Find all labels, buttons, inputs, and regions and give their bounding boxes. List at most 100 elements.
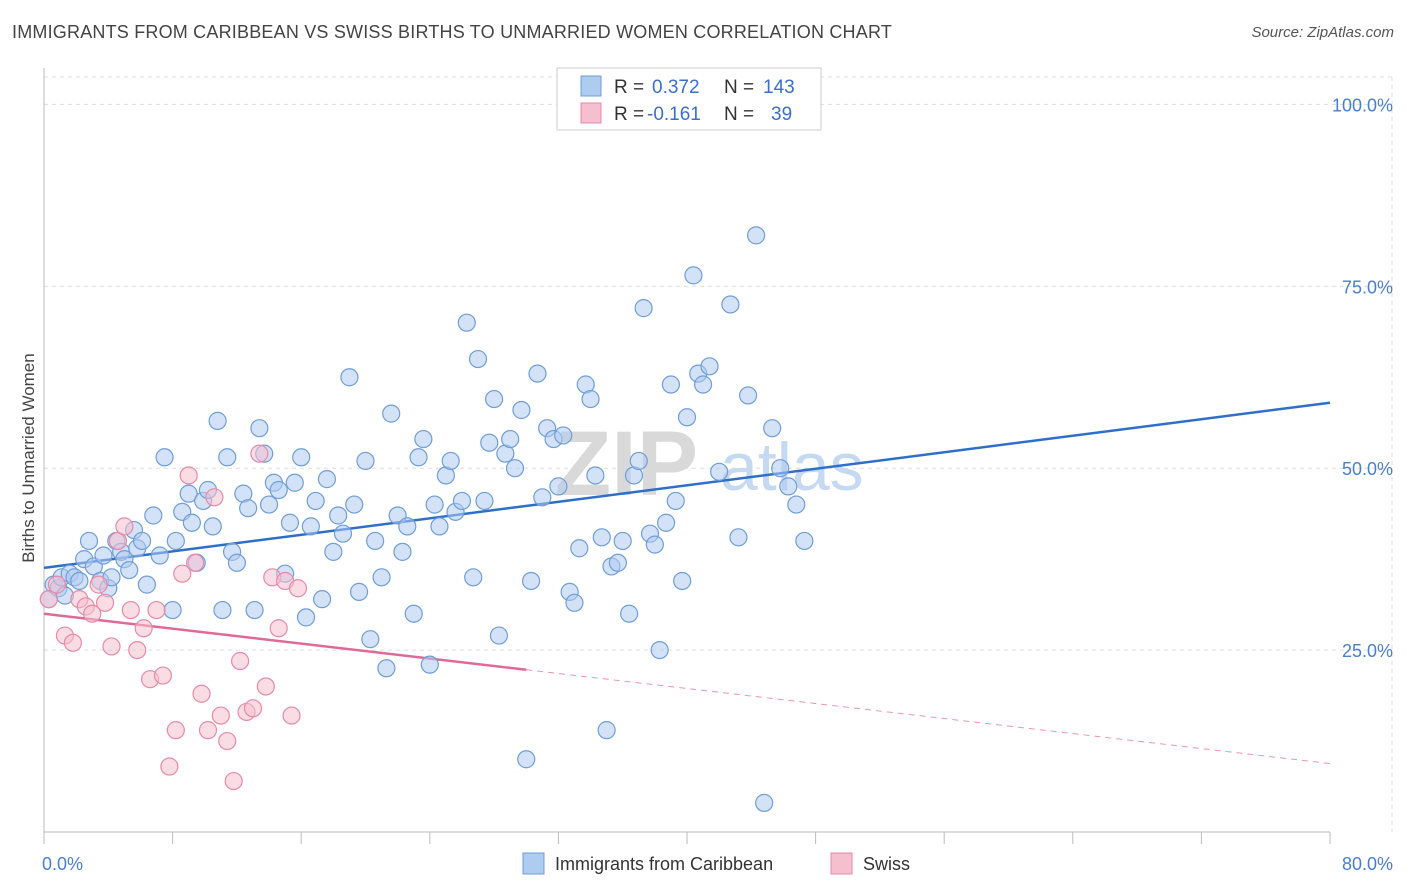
swiss-point-1 bbox=[47, 575, 66, 594]
swiss-point-29 bbox=[231, 651, 250, 671]
swiss-trend-line bbox=[43, 612, 527, 671]
caribbean-point-76 bbox=[425, 495, 444, 514]
caribbean-point-23 bbox=[144, 506, 163, 525]
gridlines bbox=[44, 76, 1393, 832]
series-label-caribbean: Immigrants from Caribbean bbox=[555, 854, 773, 874]
caribbean-point-111 bbox=[613, 531, 632, 551]
caribbean-point-119 bbox=[657, 513, 676, 532]
caribbean-point-118 bbox=[650, 640, 669, 660]
caribbean-point-52 bbox=[296, 608, 316, 627]
swiss-point-7 bbox=[89, 575, 108, 594]
swiss-point-17 bbox=[153, 666, 173, 685]
swiss-point-31 bbox=[243, 699, 263, 718]
caribbean-point-114 bbox=[629, 451, 648, 471]
legend-r-label-blue: R = bbox=[614, 77, 644, 98]
caribbean-point-124 bbox=[684, 266, 703, 285]
swiss-point-35 bbox=[269, 619, 288, 638]
caribbean-point-42 bbox=[245, 600, 264, 620]
watermark: ZIP atlas bbox=[555, 413, 864, 515]
legend-n-label-pink: N = bbox=[724, 104, 754, 125]
caribbean-point-55 bbox=[312, 590, 332, 609]
swiss-point-13 bbox=[128, 640, 147, 660]
caribbean-point-39 bbox=[227, 553, 246, 572]
caribbean-point-43 bbox=[250, 419, 269, 438]
caribbean-point-18 bbox=[120, 560, 139, 580]
legend-r-label-pink: R = bbox=[614, 104, 644, 125]
y-tick-labels: 25.0% 50.0% 75.0% 100.0% bbox=[1332, 95, 1393, 661]
caribbean-point-85 bbox=[475, 491, 494, 511]
swiss-point-33 bbox=[256, 677, 275, 696]
caribbean-point-61 bbox=[345, 495, 364, 514]
caribbean-point-57 bbox=[324, 542, 343, 561]
swiss-point-21 bbox=[179, 466, 198, 485]
caribbean-point-134 bbox=[763, 419, 782, 438]
caribbean-point-27 bbox=[166, 531, 185, 551]
y-tick-label-3: 100.0% bbox=[1332, 95, 1393, 115]
series-legend: Immigrants from Caribbean Swiss bbox=[522, 852, 910, 875]
caribbean-point-56 bbox=[317, 470, 337, 489]
chart-title: IMMIGRANTS FROM CARIBBEAN VS SWISS BIRTH… bbox=[12, 22, 893, 42]
caribbean-point-67 bbox=[377, 659, 396, 678]
caribbean-point-45 bbox=[259, 495, 279, 514]
swiss-point-26 bbox=[211, 706, 230, 725]
caribbean-point-36 bbox=[213, 600, 232, 620]
swiss-point-22 bbox=[186, 553, 205, 572]
caribbean-point-26 bbox=[163, 600, 182, 620]
swiss-point-11 bbox=[115, 517, 134, 536]
caribbean-point-126 bbox=[693, 375, 713, 394]
caribbean-point-24 bbox=[150, 546, 169, 565]
swiss-point-28 bbox=[224, 771, 243, 791]
caribbean-point-135 bbox=[771, 459, 790, 478]
caribbean-point-131 bbox=[738, 386, 758, 405]
caribbean-point-96 bbox=[533, 488, 552, 507]
caribbean-point-100 bbox=[554, 426, 573, 445]
caribbean-point-82 bbox=[457, 313, 476, 332]
caribbean-point-102 bbox=[565, 593, 584, 612]
caribbean-point-22 bbox=[137, 575, 156, 594]
caribbean-point-47 bbox=[269, 480, 288, 500]
swiss-point-12 bbox=[121, 600, 140, 620]
axes bbox=[43, 68, 1331, 844]
legend-swatch-pink bbox=[580, 102, 602, 124]
caribbean-point-107 bbox=[592, 528, 611, 547]
data-points bbox=[39, 226, 814, 812]
swiss-point-27 bbox=[218, 731, 237, 751]
caribbean-point-112 bbox=[620, 604, 639, 623]
caribbean-point-137 bbox=[787, 495, 806, 514]
caribbean-point-7 bbox=[70, 571, 89, 591]
swiss-point-9 bbox=[102, 637, 121, 656]
caribbean-point-88 bbox=[489, 626, 509, 645]
caribbean-point-110 bbox=[608, 553, 627, 572]
caribbean-point-51 bbox=[292, 448, 311, 467]
swiss-point-14 bbox=[134, 619, 153, 638]
caribbean-point-71 bbox=[398, 517, 417, 536]
x-tick-labels: 0.0% 80.0% bbox=[42, 854, 1393, 874]
caribbean-point-128 bbox=[710, 462, 729, 481]
caribbean-point-138 bbox=[795, 531, 814, 551]
caribbean-trend-line bbox=[43, 401, 1331, 570]
caribbean-point-37 bbox=[218, 448, 237, 467]
caribbean-point-64 bbox=[361, 630, 380, 649]
caribbean-point-62 bbox=[349, 582, 369, 601]
y-tick-label-2: 75.0% bbox=[1342, 277, 1393, 297]
swiss-point-8 bbox=[95, 593, 115, 612]
caribbean-point-95 bbox=[528, 364, 547, 383]
caribbean-point-50 bbox=[285, 473, 304, 492]
caribbean-point-123 bbox=[677, 408, 697, 427]
caribbean-point-136 bbox=[779, 477, 798, 496]
caribbean-point-73 bbox=[409, 448, 428, 467]
caribbean-point-41 bbox=[239, 499, 258, 518]
caribbean-point-35 bbox=[208, 411, 227, 430]
caribbean-point-87 bbox=[485, 389, 504, 409]
swiss-point-37 bbox=[282, 706, 301, 725]
caribbean-point-12 bbox=[94, 546, 113, 565]
caribbean-point-66 bbox=[372, 568, 391, 587]
caribbean-point-121 bbox=[666, 491, 685, 511]
caribbean-point-92 bbox=[512, 400, 531, 420]
caribbean-point-59 bbox=[333, 524, 353, 543]
caribbean-point-75 bbox=[420, 655, 439, 674]
legend-box: R = 0.372 N = 143 R = -0.161 N = 39 bbox=[556, 67, 822, 131]
x-tick-label-max: 80.0% bbox=[1342, 854, 1393, 874]
legend-r-value-blue: 0.372 bbox=[652, 77, 700, 98]
